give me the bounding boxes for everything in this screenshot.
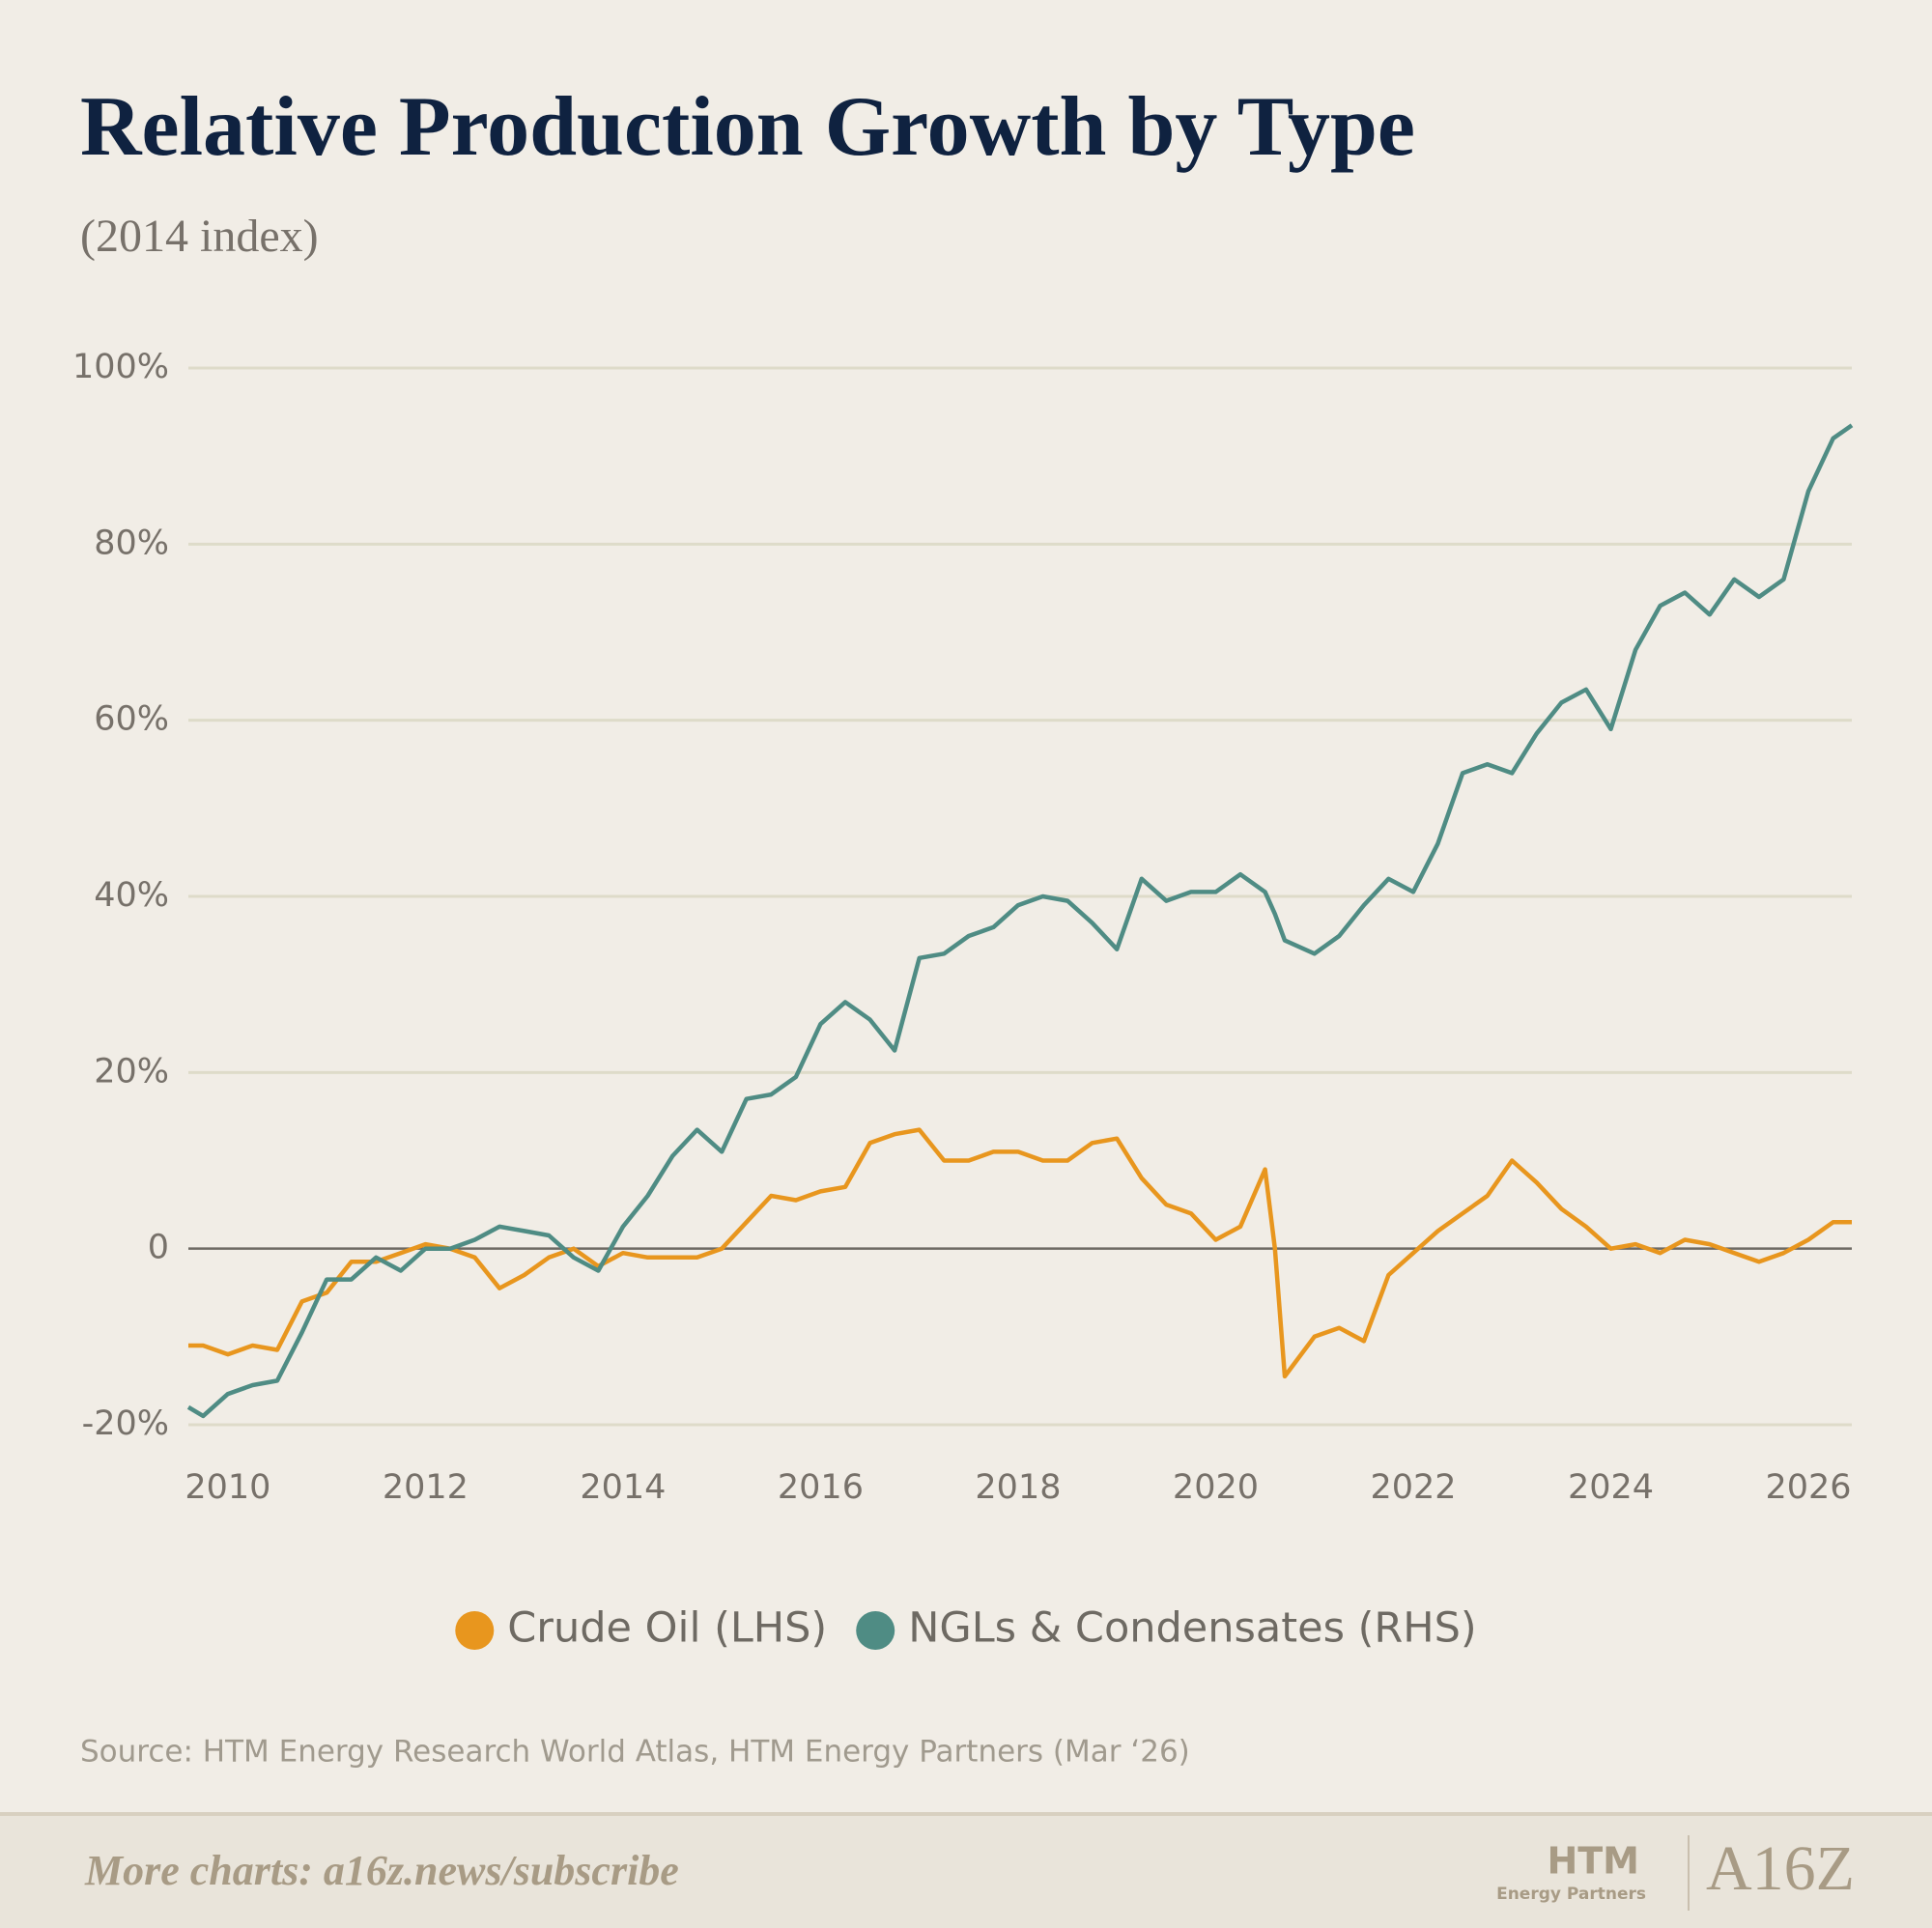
series-line [186, 423, 1854, 1419]
y-tick-label: 60% [94, 700, 169, 739]
y-tick-label: 40% [94, 876, 169, 915]
y-tick-label: 20% [94, 1052, 169, 1091]
y-tick-label: 0 [148, 1229, 169, 1267]
legend-label: Crude Oil (LHS) [507, 1604, 827, 1653]
partner-sub: Energy Partners [1496, 1885, 1646, 1904]
y-tick-label: -20% [82, 1404, 169, 1443]
x-tick-label: 2010 [185, 1468, 270, 1507]
x-tick-label: 2012 [383, 1468, 469, 1507]
chart-title: Relative Production Growth by Type [80, 80, 1415, 174]
x-tick-label: 2020 [1173, 1468, 1259, 1507]
legend-label: NGLs & Condensates (RHS) [908, 1604, 1477, 1653]
x-tick-label: 2016 [778, 1468, 864, 1507]
partner-logo: HTM [1547, 1840, 1639, 1883]
source: Source: HTM Energy Research World Atlas,… [80, 1735, 1190, 1770]
legend-marker [455, 1611, 495, 1650]
y-tick-label: 80% [94, 524, 169, 562]
series-line [188, 1127, 1852, 1379]
chart-subtitle: (2014 index) [80, 211, 319, 262]
brand-logo: A16Z [1706, 1833, 1855, 1904]
y-tick-label: 100% [72, 348, 169, 386]
x-tick-label: 2014 [580, 1468, 666, 1507]
x-tick-label: 2024 [1568, 1468, 1654, 1507]
footer-cta[interactable]: More charts: a16z.news/subscribe [84, 1847, 679, 1894]
legend-marker [856, 1611, 895, 1650]
x-tick-label: 2026 [1765, 1468, 1851, 1507]
x-tick-label: 2022 [1370, 1468, 1456, 1507]
footer-band [0, 1813, 1932, 1928]
x-tick-label: 2018 [975, 1468, 1061, 1507]
